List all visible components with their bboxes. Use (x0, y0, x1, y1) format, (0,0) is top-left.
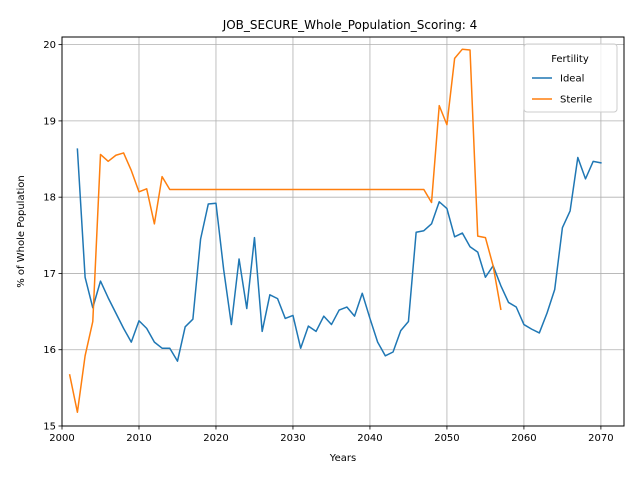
x-tick-label: 2070 (588, 433, 613, 444)
x-tick-label: 2030 (280, 433, 305, 444)
y-tick-label: 17 (43, 269, 56, 280)
legend: Fertility Ideal Sterile (523, 43, 618, 113)
x-tick-label: 2010 (126, 433, 151, 444)
legend-items: Ideal Sterile (532, 74, 592, 106)
chart-title: JOB_SECURE_Whole_Population_Scoring: 4 (222, 18, 478, 32)
series-line-ideal (76, 148, 602, 362)
legend-box (523, 43, 618, 113)
x-tick-label: 2050 (434, 433, 459, 444)
x-tick-label: 2000 (49, 433, 74, 444)
legend-label-ideal: Ideal (560, 74, 584, 85)
y-tick-label: 16 (43, 345, 56, 356)
x-tick-label: 2020 (203, 433, 228, 444)
y-axis-label: % of Whole Population (16, 175, 27, 288)
y-tick-label: 18 (43, 193, 56, 204)
x-axis: 2000 2010 2020 2030 2040 2050 2060 2070 (49, 426, 614, 444)
plot-frame (61, 36, 625, 427)
y-tick-label: 19 (43, 116, 56, 127)
x-tick-label: 2040 (357, 433, 382, 444)
series-layer (68, 48, 602, 414)
series-line-sterile (68, 48, 502, 414)
legend-title: Fertility (551, 54, 589, 65)
y-tick-label: 20 (43, 40, 56, 51)
y-tick-label: 15 (43, 422, 56, 433)
y-axis: 15 16 17 18 19 20 (43, 40, 62, 433)
x-tick-label: 2060 (511, 433, 536, 444)
x-axis-label: Years (329, 453, 356, 464)
legend-label-sterile: Sterile (560, 95, 592, 106)
